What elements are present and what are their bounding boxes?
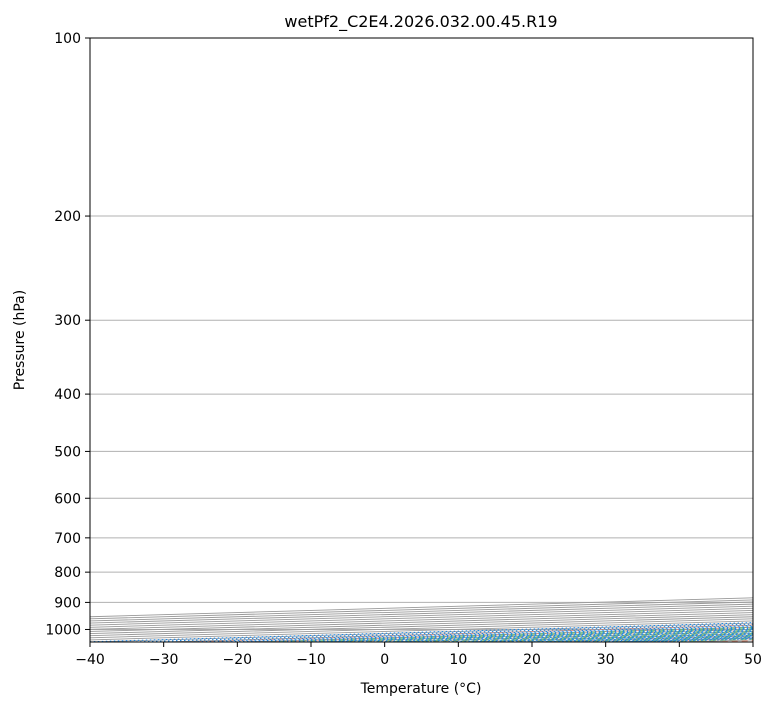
x-tick-label: 40 xyxy=(670,652,688,668)
y-tick-label: 600 xyxy=(54,491,81,507)
isotherm-line xyxy=(679,639,753,642)
isotherm-line xyxy=(237,626,753,642)
isotherm-line xyxy=(90,622,753,642)
y-tick-label: 400 xyxy=(54,387,81,403)
isotherm-line xyxy=(90,603,753,624)
isotherm-line xyxy=(90,616,753,637)
moist-adiabat-line xyxy=(544,635,753,642)
isotherm-line xyxy=(90,599,753,620)
moist-adiabat-line xyxy=(260,626,753,642)
isotherm-line xyxy=(90,614,753,635)
moist-adiabat-line xyxy=(602,637,753,642)
moist-adiabat-line xyxy=(488,633,753,642)
isotherm-line xyxy=(163,624,753,642)
x-tick-label: −10 xyxy=(296,652,326,668)
dry-adiabat-line xyxy=(412,631,753,642)
isotherm-line xyxy=(90,609,753,630)
moist-adiabat-line xyxy=(374,630,753,642)
y-tick-label: 900 xyxy=(54,595,81,611)
isotherm-line xyxy=(90,612,753,632)
dry-adiabat-line xyxy=(487,633,753,642)
isotherm-line xyxy=(531,635,753,642)
moist-adiabat-line xyxy=(317,628,753,642)
isotherm-line xyxy=(90,601,753,622)
moist-adiabat-line xyxy=(403,631,753,642)
isotherm-line xyxy=(384,631,753,642)
y-tick-label: 200 xyxy=(54,209,81,225)
isotherm-line xyxy=(458,633,753,642)
isotherm-line xyxy=(90,618,753,639)
x-tick-label: 10 xyxy=(449,652,467,668)
dry-adiabat-line xyxy=(562,635,753,642)
isotherm-line xyxy=(90,597,753,618)
mixing-ratio-line xyxy=(90,622,753,642)
isotherm-line xyxy=(90,620,753,641)
plot-frame xyxy=(89,37,754,643)
moist-adiabat-line xyxy=(289,627,753,642)
dry-adiabat-line xyxy=(263,626,753,642)
mixing-ratio-line xyxy=(131,623,753,642)
x-tick-label: −30 xyxy=(149,652,179,668)
y-tick-label: 1000 xyxy=(45,622,81,638)
isotherm-line xyxy=(90,605,753,626)
mixing-ratio-line xyxy=(546,635,753,642)
dry-adiabat-line xyxy=(338,628,753,642)
x-tick-label: −40 xyxy=(75,652,105,668)
moist-adiabat-line xyxy=(346,629,753,642)
isotherm-line xyxy=(90,607,753,628)
mixing-ratio-line xyxy=(572,636,753,642)
y-tick-label: 700 xyxy=(54,531,81,547)
y-tick-label: 300 xyxy=(54,313,81,329)
moist-adiabat-line xyxy=(431,631,753,642)
x-tick-label: 20 xyxy=(523,652,541,668)
x-tick-label: −20 xyxy=(223,652,253,668)
x-tick-label: 30 xyxy=(597,652,615,668)
y-tick-label: 500 xyxy=(54,444,81,460)
isotherm-line xyxy=(752,641,753,642)
moist-adiabat-line xyxy=(459,632,753,642)
isotherm-line xyxy=(310,628,753,642)
y-tick-label: 100 xyxy=(54,31,81,47)
y-tick-label: 800 xyxy=(54,565,81,581)
x-tick-label: 50 xyxy=(744,652,762,668)
dry-adiabat-line xyxy=(711,640,753,642)
moist-adiabat-line xyxy=(573,636,753,642)
moist-adiabat-line xyxy=(516,634,753,642)
dry-adiabat-line xyxy=(636,637,753,642)
x-tick-label: 0 xyxy=(380,652,389,668)
y-axis-title: Pressure (hPa) xyxy=(12,290,28,390)
chart-title: wetPf2_C2E4.2026.032.00.45.R19 xyxy=(284,12,557,32)
dry-adiabat-line xyxy=(188,624,753,642)
moist-adiabat-line xyxy=(660,638,753,642)
x-axis-title: Temperature (°C) xyxy=(360,681,482,697)
isotherm-line xyxy=(605,637,753,642)
